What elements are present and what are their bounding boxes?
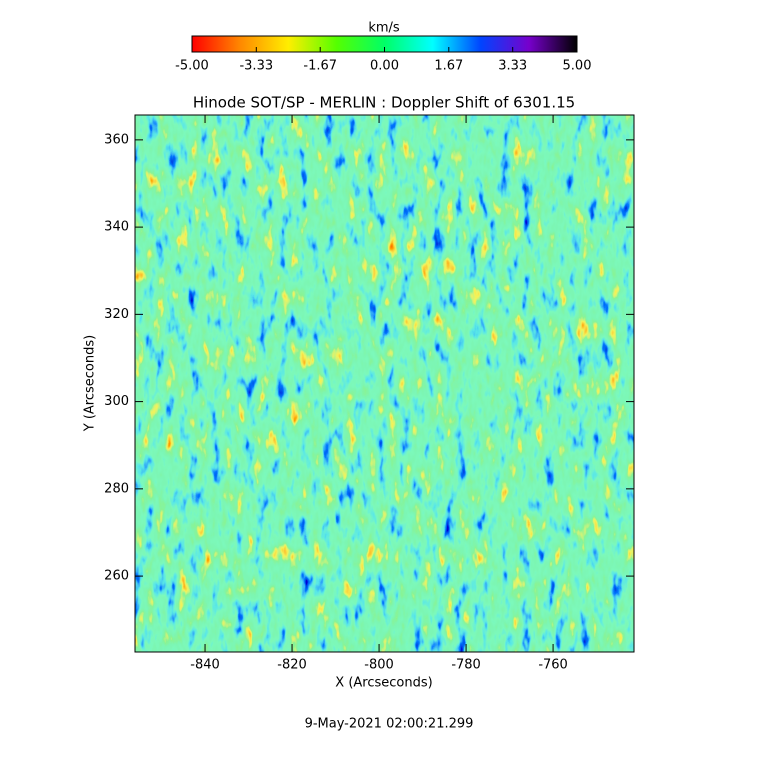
colorbar-tick-label: 1.67 xyxy=(434,59,463,74)
y-tick-label: 260 xyxy=(104,569,129,584)
x-tick-label: -760 xyxy=(538,658,568,673)
colorbar-tick-label: 0.00 xyxy=(370,59,399,74)
y-tick-label: 340 xyxy=(104,220,129,235)
y-axis-label: Y (Arcseconds) xyxy=(83,335,98,432)
colorbar-tick-label: 5.00 xyxy=(563,59,592,74)
y-tick-label: 360 xyxy=(104,132,129,147)
y-tick-label: 280 xyxy=(104,481,129,496)
colorbar-tick-label: 3.33 xyxy=(498,59,527,74)
x-tick-label: -820 xyxy=(277,658,307,673)
colorbar-tick-label: -3.33 xyxy=(239,59,273,74)
x-tick-label: -840 xyxy=(190,658,220,673)
doppler-image xyxy=(135,115,634,652)
chart-title: Hinode SOT/SP - MERLIN : Doppler Shift o… xyxy=(193,94,575,112)
plot-frame xyxy=(134,114,635,653)
colorbar-tick-label: -1.67 xyxy=(303,59,337,74)
date-label: 9-May-2021 02:00:21.299 xyxy=(305,717,474,732)
y-tick-label: 320 xyxy=(104,307,129,322)
x-tick-label: -780 xyxy=(451,658,481,673)
y-tick-label: 300 xyxy=(104,394,129,409)
colorbar-label: km/s xyxy=(368,21,400,36)
x-tick-label: -800 xyxy=(364,658,394,673)
colorbar-tick-label: -5.00 xyxy=(175,59,209,74)
x-axis-label: X (Arcseconds) xyxy=(335,676,432,691)
